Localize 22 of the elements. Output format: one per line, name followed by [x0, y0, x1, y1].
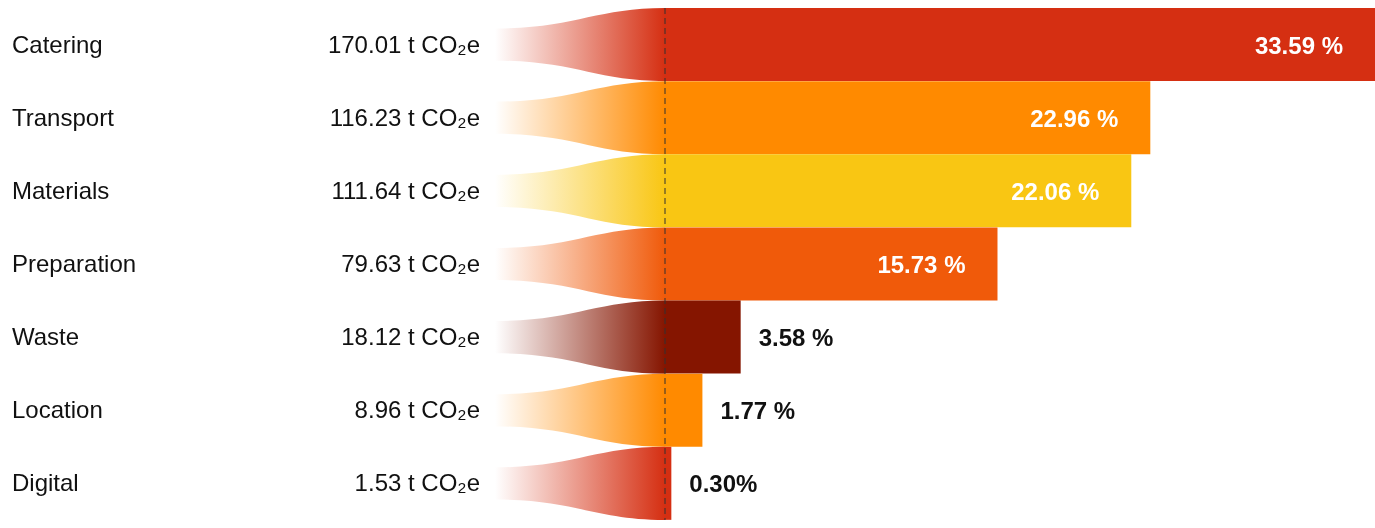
- data-label: 22.96 %: [1030, 104, 1119, 132]
- y-tick-label: Waste: [12, 323, 80, 351]
- text: 1.53 t CO₂e: [354, 469, 480, 497]
- data-label: 15.73 %: [877, 250, 966, 278]
- text: 8.96 t CO₂e: [354, 396, 480, 424]
- data-label: 22.06 %: [1011, 177, 1100, 205]
- text: 111.64 t CO₂e: [331, 176, 480, 204]
- text: 116.23 t CO₂e: [329, 103, 480, 131]
- text: 79.63 t CO₂e: [341, 250, 480, 277]
- text: 170.01 t CO₂e: [327, 30, 480, 58]
- data-label: 1.77 %: [720, 397, 796, 425]
- bar: [665, 373, 703, 447]
- y-tick-label: Location: [12, 396, 103, 424]
- data-label: 33.59 %: [1254, 31, 1343, 59]
- y-tick-label: Materials: [12, 176, 110, 204]
- y-tick-label: Digital: [12, 469, 79, 497]
- text: 18.12 t CO₂e: [341, 323, 480, 351]
- y-tick-label: Catering: [12, 30, 103, 58]
- data-label: 3.58 %: [758, 324, 834, 352]
- y-tick-label: Transport: [12, 103, 115, 131]
- y-tick-label: Preparation: [12, 250, 137, 277]
- data-label: 0.30%: [689, 470, 758, 498]
